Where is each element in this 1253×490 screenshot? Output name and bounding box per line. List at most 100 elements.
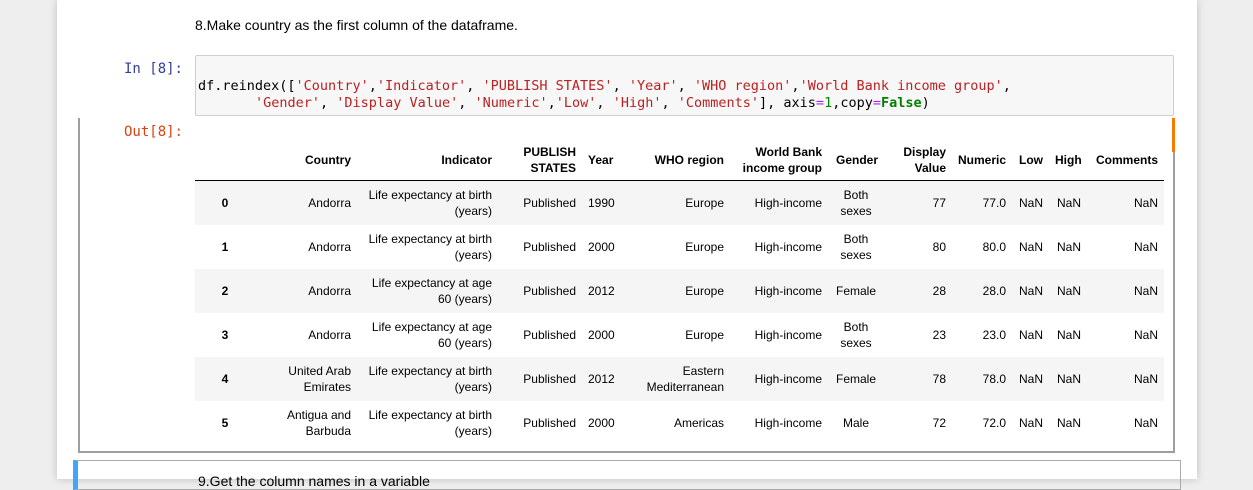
code-token: =: [815, 95, 825, 111]
table-cell: 77.0: [982, 196, 1006, 210]
table-cell: 23: [932, 328, 946, 342]
table-cell: NaN: [1133, 240, 1158, 254]
table-cell: Americas: [673, 416, 724, 430]
column-header: Indicator: [357, 140, 498, 181]
table-cell: 1990: [588, 196, 615, 210]
output-prompt: Out[8]:: [123, 124, 183, 140]
table-cell: Both sexes: [840, 320, 872, 350]
table-cell: High-income: [754, 196, 822, 210]
column-header: World Bank income group: [730, 140, 828, 181]
table-cell: Europe: [685, 328, 724, 342]
code-line: 'Gender', 'Display Value', 'Numeric','Lo…: [198, 95, 1173, 112]
table-cell: Published: [523, 196, 576, 210]
table-cell: 28: [932, 284, 946, 298]
table-cell: Andorra: [308, 284, 351, 298]
code-token: ,: [1002, 78, 1011, 94]
table-cell: NaN: [1133, 416, 1158, 430]
table-cell: Life expectancy at birth (years): [368, 188, 492, 218]
table-cell: 2012: [588, 372, 615, 386]
table-cell: 2000: [588, 328, 615, 342]
code-token: ], axis: [759, 95, 816, 111]
table-cell: Andorra: [308, 328, 351, 342]
table-cell: Eastern Mediterranean: [646, 364, 724, 394]
table-cell: NaN: [1056, 328, 1081, 342]
table-cell: NaN: [1018, 240, 1043, 254]
input-prompt: In [8]:: [123, 61, 183, 77]
row-index: 5: [221, 416, 229, 430]
index-header: [195, 140, 255, 181]
row-index: 0: [221, 196, 229, 210]
table-cell: Published: [523, 284, 576, 298]
column-header: WHO region: [622, 140, 730, 181]
code-editor[interactable]: df.reindex(['Country','Indicator', 'PUBL…: [195, 55, 1174, 116]
table-cell: 78.0: [982, 372, 1006, 386]
table-cell: United Arab Emirates: [288, 364, 351, 394]
table-cell: NaN: [1133, 284, 1158, 298]
code-line: df.reindex(['Country','Indicator', 'PUBL…: [198, 78, 1173, 95]
table-cell: Both sexes: [840, 188, 872, 218]
table-cell: High-income: [754, 284, 822, 298]
table-cell: Life expectancy at age 60 (years): [371, 320, 492, 350]
markdown-cell: 8.Make country as the first column of th…: [195, 17, 518, 33]
table-cell: Life expectancy at age 60 (years): [371, 276, 492, 306]
table-cell: Published: [523, 372, 576, 386]
code-token: ,: [596, 95, 613, 111]
table-cell: NaN: [1018, 372, 1043, 386]
code-token: 1: [824, 95, 833, 111]
table-cell: 77: [932, 196, 946, 210]
table-cell: Both sexes: [840, 232, 872, 262]
column-header: Gender: [828, 140, 884, 181]
table-cell: NaN: [1056, 240, 1081, 254]
column-header: Comments: [1087, 140, 1164, 181]
table-row: 3 Andorra Life expectancy at age 60 (years…: [195, 313, 1164, 357]
code-token: ,copy: [832, 95, 873, 111]
table-cell: NaN: [1056, 196, 1081, 210]
table-cell: 2000: [588, 240, 615, 254]
table-cell: NaN: [1133, 196, 1158, 210]
table-cell: Published: [523, 328, 576, 342]
code-token: ,: [612, 78, 629, 94]
column-header: Display Value: [884, 140, 952, 181]
table-cell: Europe: [685, 196, 724, 210]
code-token: ): [921, 95, 930, 111]
table-cell: Published: [523, 240, 576, 254]
table-cell: NaN: [1018, 196, 1043, 210]
table-row: 0 Andorra Life expectancy at birth (years)…: [195, 180, 1164, 225]
table-cell: 80.0: [982, 240, 1006, 254]
code-token: 'Year': [628, 78, 678, 94]
next-cell[interactable]: 9.Get the column names in a variable: [73, 460, 1181, 490]
table-cell: 78: [932, 372, 946, 386]
table-cell: NaN: [1133, 372, 1158, 386]
table-cell: NaN: [1133, 328, 1158, 342]
column-header: High: [1049, 140, 1087, 181]
code-token: ,: [547, 95, 556, 111]
code-token: ,: [368, 78, 377, 94]
row-index: 2: [221, 284, 229, 298]
table-row: 1 Andorra Life expectancy at birth (years)…: [195, 225, 1164, 269]
column-header: Low: [1012, 140, 1049, 181]
code-token: 'Display Value': [336, 95, 459, 111]
table-cell: Female: [835, 284, 876, 298]
code-token: 'World Bank income group': [799, 78, 1003, 94]
table-cell: Female: [835, 372, 876, 386]
code-token: =: [872, 95, 881, 111]
row-index: 1: [221, 240, 229, 254]
table-cell: Andorra: [308, 240, 351, 254]
code-token: ,: [458, 95, 475, 111]
table-cell: NaN: [1056, 416, 1081, 430]
table-cell: High-income: [754, 416, 822, 430]
output-area: Country Indicator PUBLISH STATES Year WHO re…: [78, 118, 1175, 453]
table-cell: 28.0: [982, 284, 1006, 298]
table-cell: Life expectancy at birth (years): [368, 408, 492, 438]
code-token: 'Indicator': [376, 78, 467, 94]
code-token: ,: [677, 78, 694, 94]
table-cell: NaN: [1018, 328, 1043, 342]
table-cell: High-income: [754, 328, 822, 342]
code-token: 'Low': [555, 95, 597, 111]
table-cell: NaN: [1056, 372, 1081, 386]
code-token: ,: [661, 95, 678, 111]
code-token: 'High': [612, 95, 662, 111]
table-cell: 80: [932, 240, 946, 254]
table-row: 4 United Arab Emirates Life expectancy at …: [195, 357, 1164, 401]
code-token: 'WHO region': [693, 78, 792, 94]
